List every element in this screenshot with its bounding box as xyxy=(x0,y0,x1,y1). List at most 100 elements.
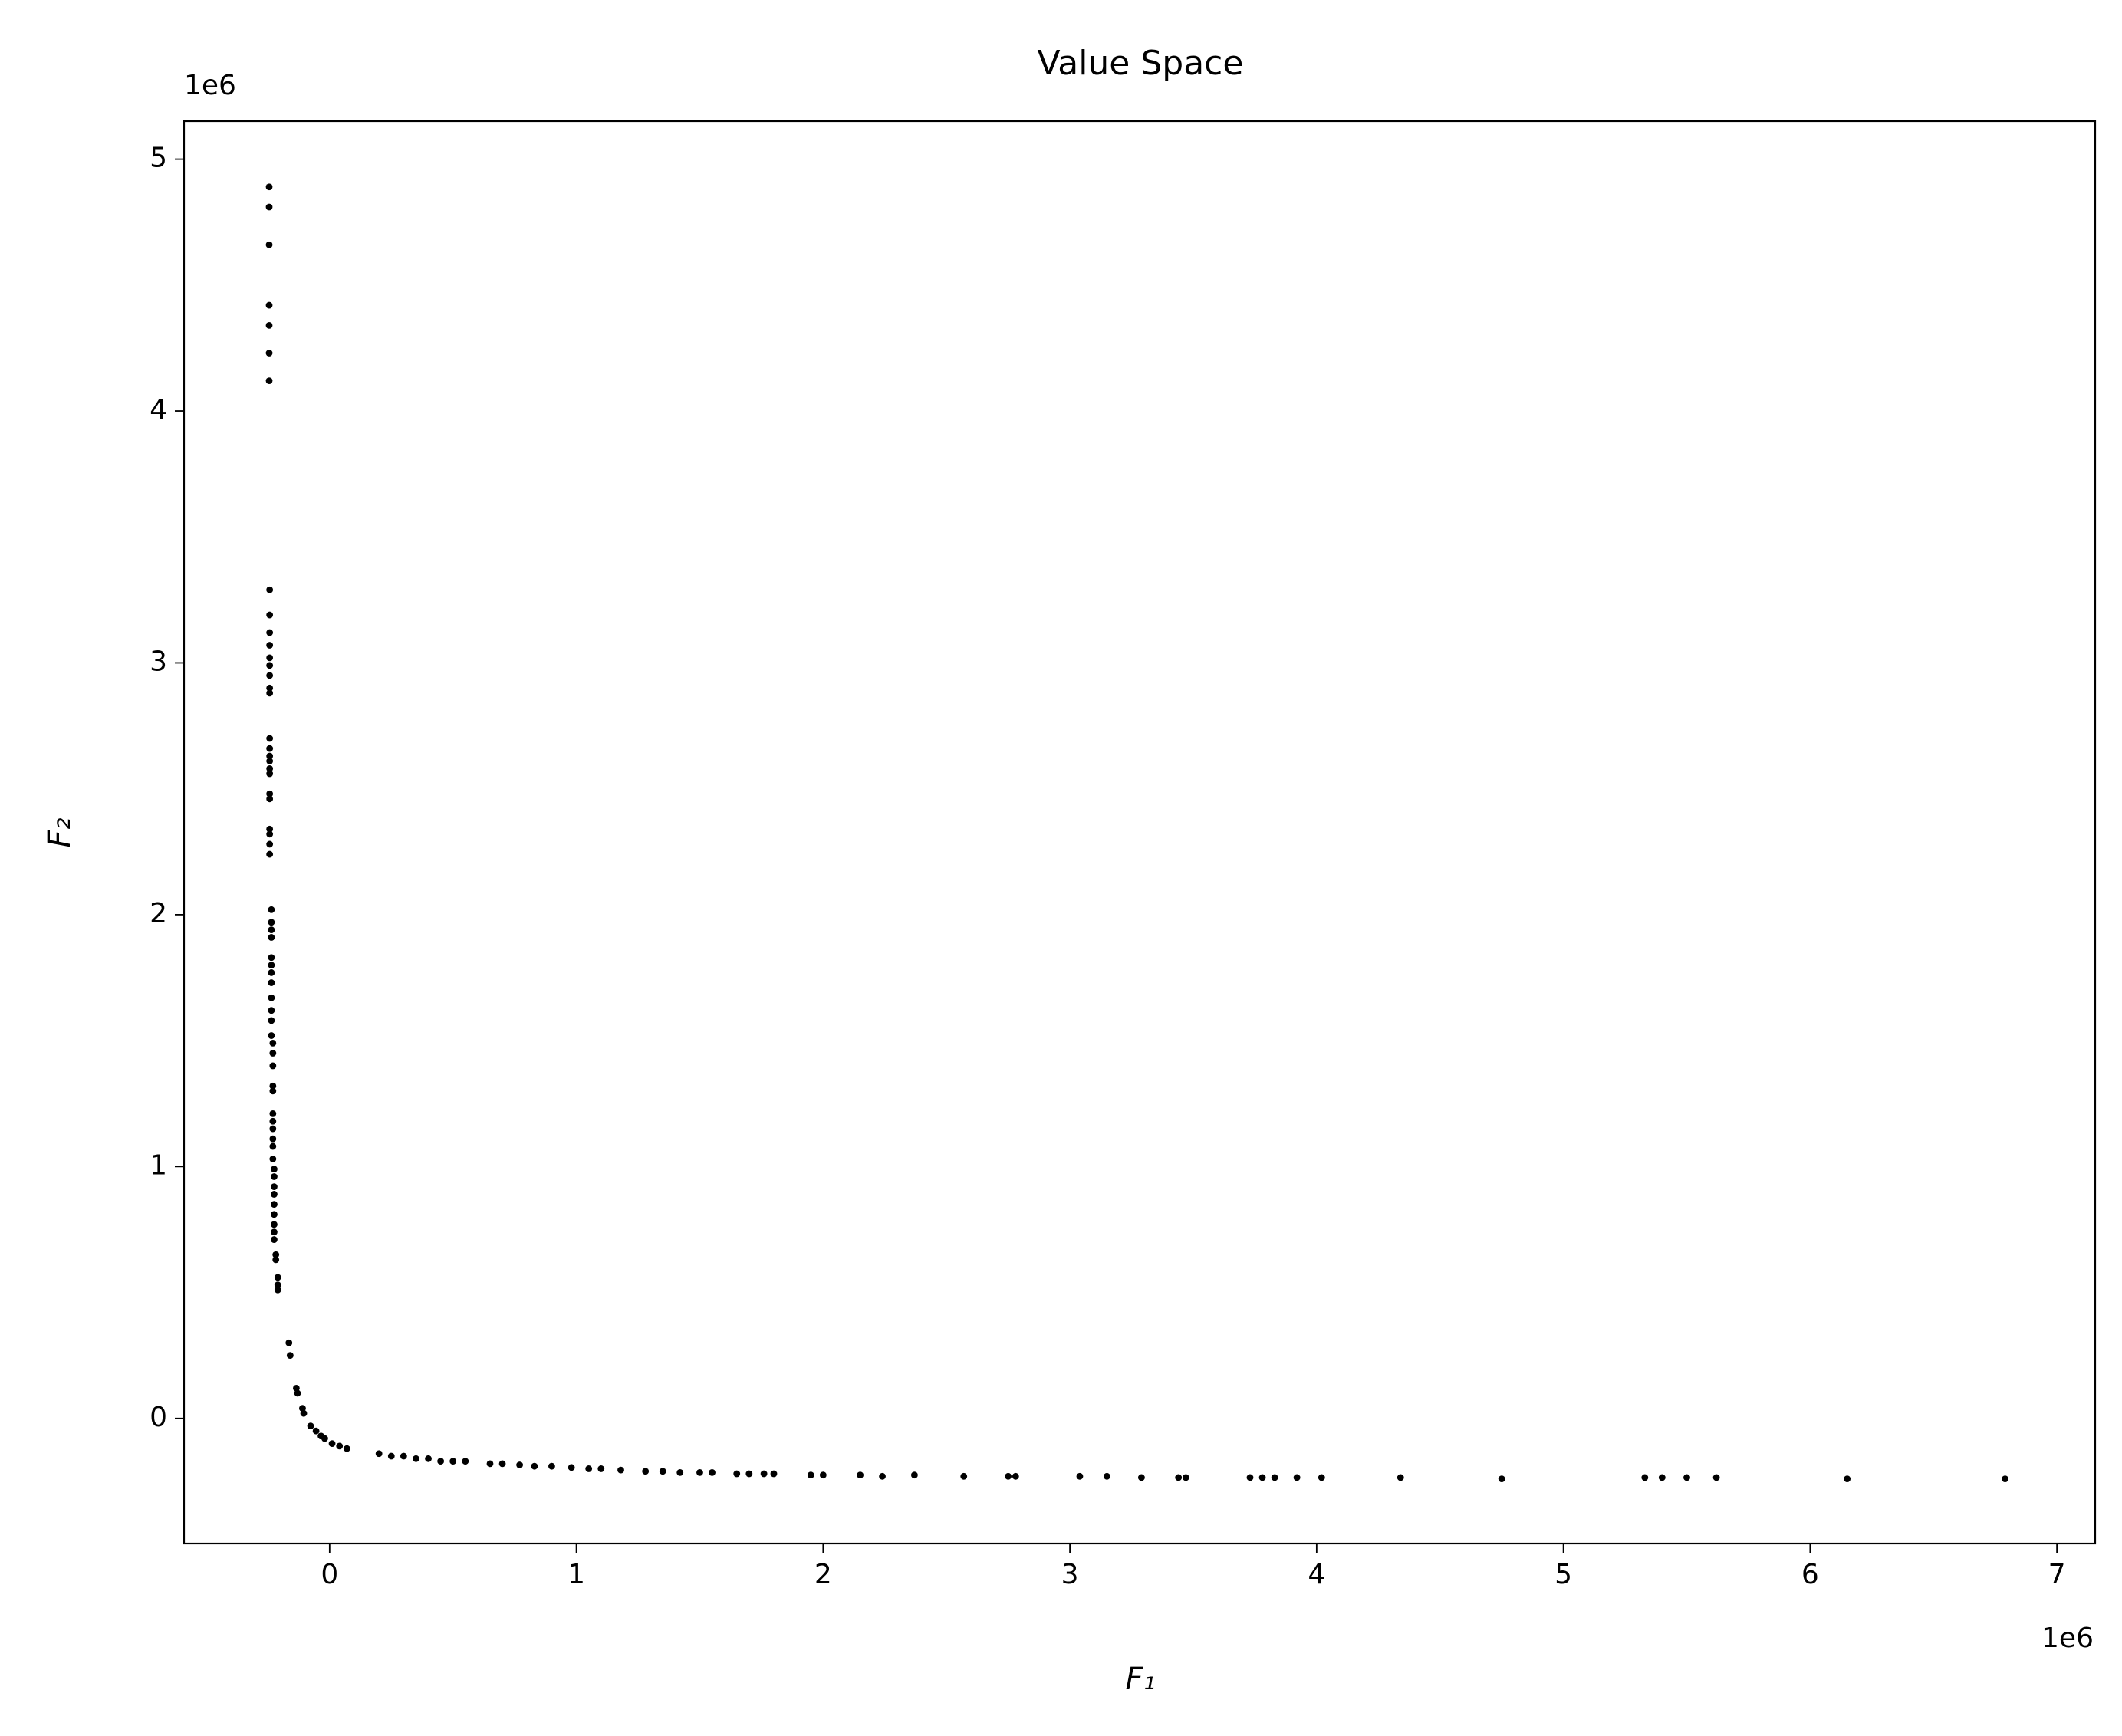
point xyxy=(387,1452,395,1460)
point xyxy=(585,1465,593,1472)
point xyxy=(265,350,273,357)
point xyxy=(271,1228,278,1236)
point xyxy=(1498,1475,1505,1482)
point xyxy=(286,1352,294,1360)
point xyxy=(413,1455,419,1462)
point xyxy=(1844,1475,1851,1482)
point xyxy=(268,934,275,941)
point xyxy=(266,642,274,649)
point xyxy=(292,1384,300,1392)
point xyxy=(266,745,274,752)
point xyxy=(266,586,274,593)
point xyxy=(269,1082,277,1090)
point xyxy=(299,1405,306,1412)
point xyxy=(910,1471,918,1479)
y-offset-label: 1e6 xyxy=(184,70,236,101)
point xyxy=(819,1471,827,1479)
point xyxy=(271,1221,278,1228)
point xyxy=(271,1173,278,1180)
point xyxy=(266,654,274,662)
point xyxy=(266,752,274,760)
point xyxy=(449,1458,457,1465)
point xyxy=(265,301,273,309)
point xyxy=(268,954,275,962)
point xyxy=(400,1452,407,1460)
point xyxy=(336,1442,344,1450)
point xyxy=(857,1471,864,1479)
point xyxy=(266,825,274,833)
point xyxy=(498,1460,506,1468)
point xyxy=(266,790,274,797)
x-tick-label: 4 xyxy=(1308,1559,1325,1590)
point xyxy=(271,1191,278,1198)
point xyxy=(516,1461,523,1468)
point xyxy=(269,1143,277,1150)
point xyxy=(269,1125,277,1133)
point xyxy=(733,1470,741,1478)
y-axis-label: F₂ xyxy=(42,817,77,847)
point xyxy=(269,1050,277,1057)
point xyxy=(274,1286,281,1294)
x-tick-label: 1 xyxy=(568,1559,585,1590)
point xyxy=(321,1435,328,1442)
point xyxy=(266,770,274,778)
point xyxy=(268,1017,275,1024)
point xyxy=(1182,1474,1189,1481)
point xyxy=(437,1458,445,1465)
point xyxy=(1103,1472,1110,1480)
point xyxy=(659,1468,666,1475)
point xyxy=(807,1471,814,1479)
point xyxy=(271,1183,278,1191)
point xyxy=(294,1389,301,1397)
point xyxy=(274,1281,281,1289)
point xyxy=(1012,1472,1019,1480)
point xyxy=(960,1472,968,1480)
point xyxy=(265,321,273,329)
point xyxy=(328,1440,336,1448)
point xyxy=(266,840,274,848)
x-tick-label: 6 xyxy=(1801,1559,1819,1590)
y-tick-label: 4 xyxy=(150,394,167,426)
point xyxy=(1138,1474,1145,1481)
point xyxy=(268,979,275,986)
x-axis-label: F₁ xyxy=(1125,1662,1155,1697)
point xyxy=(268,969,275,976)
point xyxy=(760,1470,768,1478)
point xyxy=(266,795,274,803)
point xyxy=(265,377,273,385)
x-tick-label: 0 xyxy=(321,1559,338,1590)
point xyxy=(1175,1474,1183,1481)
point xyxy=(531,1462,538,1470)
point xyxy=(269,1062,277,1070)
x-offset-label: 1e6 xyxy=(2041,1623,2094,1654)
point xyxy=(1258,1474,1266,1481)
point xyxy=(272,1251,280,1258)
point xyxy=(1271,1474,1278,1481)
point xyxy=(300,1409,308,1417)
point xyxy=(1318,1474,1325,1481)
point xyxy=(709,1468,716,1476)
point xyxy=(268,906,275,913)
x-tick-label: 7 xyxy=(2048,1559,2066,1590)
point xyxy=(568,1464,575,1471)
point xyxy=(1005,1472,1012,1480)
x-tick-label: 3 xyxy=(1061,1559,1079,1590)
point xyxy=(1712,1474,1720,1481)
point xyxy=(1293,1474,1301,1481)
point xyxy=(268,919,275,926)
point xyxy=(1641,1474,1649,1481)
point xyxy=(745,1470,753,1478)
point xyxy=(268,962,275,968)
point xyxy=(1683,1474,1690,1481)
point xyxy=(343,1445,350,1452)
point xyxy=(425,1455,432,1462)
point xyxy=(269,1135,277,1143)
point xyxy=(266,629,274,636)
point xyxy=(271,1201,278,1208)
point xyxy=(266,830,274,838)
point xyxy=(1658,1474,1666,1481)
point xyxy=(271,1236,278,1243)
point xyxy=(266,672,274,679)
